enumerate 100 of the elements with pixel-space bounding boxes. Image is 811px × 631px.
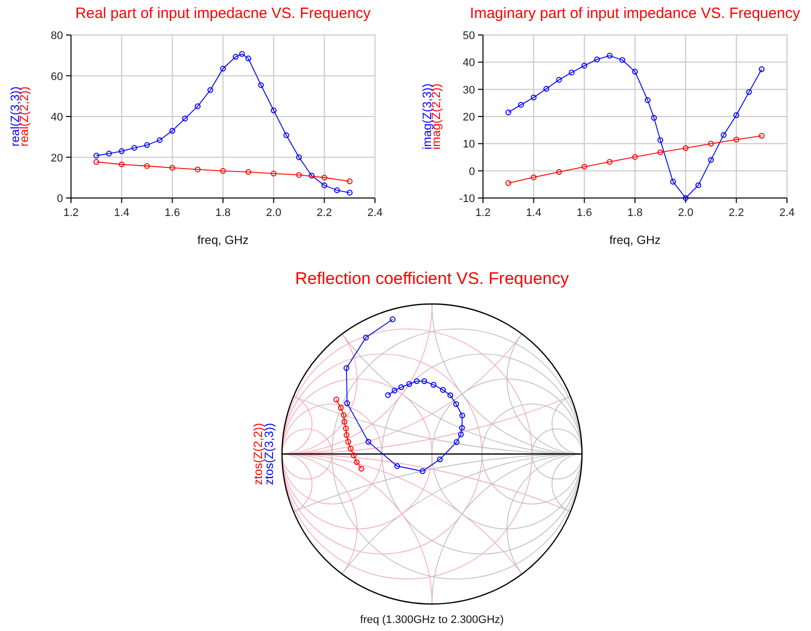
point [169,128,176,134]
y-tick-label: 0 [468,166,475,178]
point [758,66,765,72]
point [296,172,302,178]
point [194,166,201,172]
point [232,54,239,60]
x-tick-label: 2.4 [779,207,795,219]
point [118,148,125,154]
point [93,159,100,165]
point [194,103,201,110]
x-tick-label: 2.0 [678,207,694,219]
point [708,157,714,163]
y-tick-label: 20 [50,152,63,164]
x-tick-label: 1.4 [114,207,130,219]
point [518,102,524,108]
point [258,82,264,88]
chart-title: Imaginary part of input impedance VS. Frequency [470,5,801,22]
text: freq (1.300GHz to 2.300GHz) [360,614,504,626]
point [156,137,163,144]
point [118,161,125,168]
x-tick-label: 1.2 [63,207,79,219]
y-tick-label: 50 [462,30,475,42]
point [144,142,150,148]
point [220,66,226,72]
y-tick-label: 40 [462,57,475,70]
point [169,164,176,171]
point [682,195,689,201]
point [581,164,588,170]
x-tick-label: 2.2 [316,207,332,219]
x-axis-title: freq, GHz [197,233,249,247]
point [321,174,328,181]
point [657,137,664,144]
text: real(Z(3,3)) [8,86,22,147]
point [644,97,651,104]
x-tick-label: 2.4 [367,207,383,219]
point [131,144,138,151]
x-tick-label: 2.2 [728,207,744,219]
x-tick-label: 1.2 [475,207,491,219]
point [632,154,638,160]
chart-title: Real part of input impedacne VS. Frequency [75,5,372,22]
point [182,116,188,122]
point [556,76,562,83]
point [733,112,740,118]
point [606,52,613,59]
y-tick-label: 80 [50,30,63,42]
point [619,57,626,63]
point [657,149,664,156]
point [245,56,252,62]
point [346,178,353,184]
legend-label: ztos(Z(2,2)) [251,422,265,486]
y-tick-label: 60 [50,70,63,83]
y-tick-label: 30 [462,84,475,96]
y-tick-label: 10 [462,138,475,151]
point [239,51,245,57]
x-tick-label: 1.8 [627,207,643,219]
point [708,140,714,147]
point [270,107,277,114]
point [505,180,512,186]
y-tick-label: 0 [56,193,63,205]
point [321,182,328,188]
y-tick-label: 20 [462,112,475,124]
text: imag(Z(3,3)) [420,83,434,150]
point [296,154,302,160]
point [505,110,512,116]
point [695,182,702,188]
point [530,174,537,180]
point [530,94,537,100]
x-tick-label: 2.0 [266,207,282,219]
point [594,56,600,62]
point [606,158,613,165]
x-tick-label: 1.6 [576,207,592,219]
x-tick-label: 1.8 [215,207,231,219]
y-tick-label: -10 [459,193,475,205]
text: Reflection coefficient VS. Frequency [295,269,570,288]
point [682,145,689,151]
point [106,150,112,156]
point [746,89,752,95]
point [346,190,353,196]
point [334,187,340,194]
point [568,70,575,76]
point [670,178,676,185]
point [207,87,214,93]
point [581,62,588,69]
point [220,168,226,174]
x-tick-label: 1.4 [526,207,542,219]
x-axis-title: freq, GHz [609,233,661,247]
point [556,169,562,175]
point [733,136,740,142]
point [632,68,638,75]
point [758,132,765,139]
point [270,170,277,176]
point [144,163,150,169]
point [720,132,727,138]
y-tick-label: 40 [50,112,63,124]
point [93,152,100,159]
point [308,172,315,178]
point [651,114,657,121]
point [283,132,290,138]
point [543,86,550,92]
x-tick-label: 1.6 [164,207,180,219]
